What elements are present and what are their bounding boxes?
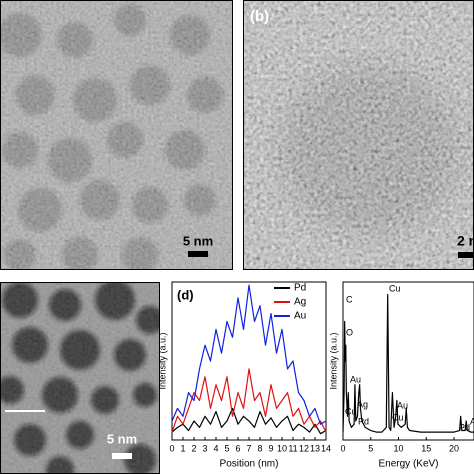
scale-bar [112, 453, 132, 459]
panel-c: 5 nm [0, 282, 160, 474]
panel-label: (b) [250, 8, 269, 25]
series-line [171, 407, 327, 435]
x-axis-label: Energy (KeV) [378, 459, 438, 470]
x-tick-label: 6 [235, 443, 240, 453]
frame [0, 0, 233, 270]
panel-b: (b) 2 n [243, 0, 474, 270]
peak-label: O [346, 327, 353, 337]
x-tick-label: 12 [299, 443, 309, 453]
peak-label: Cu [392, 412, 404, 422]
y-axis-label: Intensity (a.u.) [157, 332, 167, 389]
panel-a: 5 nm [0, 0, 233, 270]
x-tick-label: 10 [277, 443, 287, 453]
x-tick-label: 0 [169, 443, 174, 453]
panel-label: (d) [177, 287, 194, 302]
x-tick-label: 3 [202, 443, 207, 453]
x-tick-label: 7 [246, 443, 251, 453]
x-tick-label: 4 [213, 443, 218, 453]
noise [0, 0, 233, 270]
x-axis-label: Position (nm) [220, 459, 279, 470]
series-line [342, 294, 474, 433]
scale-label: 5 nm [107, 431, 137, 446]
x-tick-label: 11 [288, 443, 297, 453]
scale-bar [188, 251, 208, 257]
peak-label: Au [350, 374, 361, 384]
peak-label: A [470, 416, 474, 426]
x-tick-label: 0 [340, 443, 345, 453]
legend-label: Pd [294, 283, 306, 294]
legend-label: Ag [294, 297, 306, 308]
x-tick-label: 15 [421, 443, 431, 453]
scale-label: 5 nm [183, 233, 213, 248]
peak-label: C [346, 294, 353, 304]
x-tick-label: 5 [224, 443, 229, 453]
peak-label: Cu [389, 283, 401, 293]
x-tick-label: 13 [310, 443, 320, 453]
x-tick-label: 9 [268, 443, 273, 453]
peak-label: Cu [345, 406, 357, 416]
x-tick-label: 8 [257, 443, 262, 453]
plot-area [342, 281, 474, 441]
x-tick-label: 20 [449, 443, 459, 453]
x-tick-label: 14 [321, 443, 331, 453]
legend-label: Au [294, 311, 306, 322]
x-tick-label: 2 [191, 443, 196, 453]
noise [243, 0, 474, 270]
peak-label: Au [397, 400, 408, 410]
series-line [171, 284, 327, 425]
peak-label: Pd [358, 416, 369, 426]
y-axis-label: Intensity (a.u.) [328, 332, 338, 389]
x-tick-label: 5 [368, 443, 373, 453]
x-tick-label: 1 [180, 443, 185, 453]
peak-label: Ag [357, 399, 368, 409]
scale-bar [458, 252, 474, 258]
x-tick-label: 10 [394, 443, 404, 453]
series-line [171, 368, 327, 433]
scale-label: 2 n [457, 233, 474, 249]
peak-label: Pd [459, 422, 470, 432]
noise [0, 282, 160, 474]
